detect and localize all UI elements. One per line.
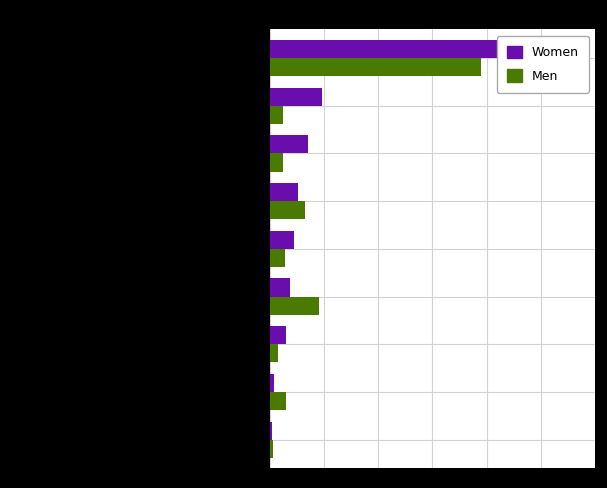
Bar — [270, 440, 273, 458]
Bar — [270, 249, 285, 267]
Bar — [270, 374, 274, 392]
Bar — [270, 135, 308, 153]
Bar — [270, 422, 272, 440]
Bar — [270, 201, 305, 219]
Bar — [270, 153, 283, 172]
Bar — [270, 392, 287, 410]
Bar — [270, 231, 294, 249]
Bar — [270, 40, 573, 58]
Bar — [270, 106, 283, 124]
Bar — [270, 58, 481, 76]
Bar — [270, 345, 277, 363]
Legend: Women, Men: Women, Men — [497, 36, 589, 93]
Bar — [270, 87, 322, 106]
Bar — [270, 326, 287, 345]
Bar — [270, 297, 319, 315]
Bar — [270, 279, 290, 297]
Bar — [270, 183, 298, 201]
